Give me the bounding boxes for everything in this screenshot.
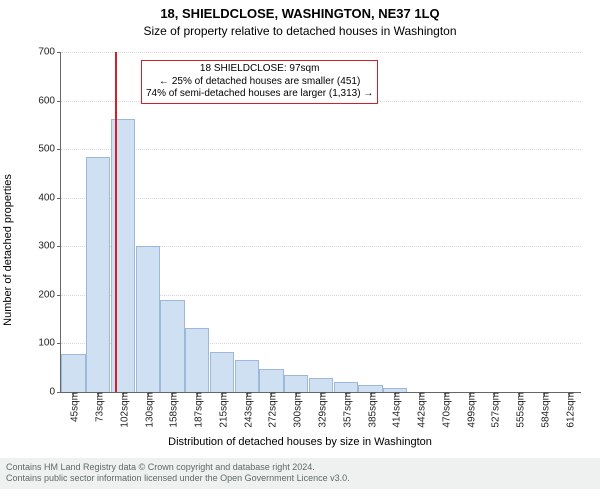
x-tick-label: 612sqm bbox=[561, 392, 576, 428]
x-tick-label: 45sqm bbox=[66, 392, 81, 422]
y-tick-label: 200 bbox=[38, 289, 61, 300]
footer-line-2: Contains public sector information licen… bbox=[6, 473, 594, 484]
histogram-bar bbox=[259, 369, 283, 392]
reference-marker bbox=[115, 52, 117, 392]
x-tick-label: 272sqm bbox=[264, 392, 279, 428]
x-tick-label: 584sqm bbox=[536, 392, 551, 428]
x-tick-label: 215sqm bbox=[214, 392, 229, 428]
x-axis-label: Distribution of detached houses by size … bbox=[0, 436, 600, 448]
histogram-bar bbox=[86, 157, 110, 392]
histogram-bar bbox=[111, 119, 135, 392]
x-tick-label: 130sqm bbox=[140, 392, 155, 428]
x-tick-label: 102sqm bbox=[115, 392, 130, 428]
x-tick-label: 329sqm bbox=[314, 392, 329, 428]
histogram-bar bbox=[185, 328, 209, 392]
chart-subtitle: Size of property relative to detached ho… bbox=[0, 24, 600, 38]
x-tick-label: 243sqm bbox=[239, 392, 254, 428]
y-tick-label: 0 bbox=[49, 387, 61, 398]
x-tick-label: 555sqm bbox=[512, 392, 527, 428]
x-tick-label: 385sqm bbox=[363, 392, 378, 428]
x-tick-label: 414sqm bbox=[388, 392, 403, 428]
chart-container: 18, SHIELDCLOSE, WASHINGTON, NE37 1LQ Si… bbox=[0, 0, 600, 500]
x-tick-label: 527sqm bbox=[487, 392, 502, 428]
x-tick-label: 357sqm bbox=[338, 392, 353, 428]
histogram-bar bbox=[334, 382, 358, 392]
y-axis-label: Number of detached properties bbox=[2, 174, 14, 326]
x-tick-label: 73sqm bbox=[91, 392, 106, 422]
y-tick-label: 400 bbox=[38, 192, 61, 203]
gridline bbox=[61, 52, 581, 53]
y-tick-label: 700 bbox=[38, 47, 61, 58]
annotation-line: ← 25% of detached houses are smaller (45… bbox=[146, 76, 373, 89]
plot-area: 010020030040050060070045sqm73sqm102sqm13… bbox=[60, 52, 581, 393]
annotation-line: 18 SHIELDCLOSE: 97sqm bbox=[146, 63, 373, 76]
histogram-bar bbox=[136, 246, 160, 392]
y-tick-label: 100 bbox=[38, 338, 61, 349]
gridline bbox=[61, 198, 581, 199]
x-tick-label: 499sqm bbox=[462, 392, 477, 428]
x-tick-label: 442sqm bbox=[413, 392, 428, 428]
y-tick-label: 500 bbox=[38, 144, 61, 155]
footer-attribution: Contains HM Land Registry data © Crown c… bbox=[0, 458, 600, 489]
histogram-bar bbox=[309, 378, 333, 392]
y-tick-label: 600 bbox=[38, 95, 61, 106]
histogram-bar bbox=[358, 385, 382, 392]
x-tick-label: 300sqm bbox=[289, 392, 304, 428]
x-tick-label: 158sqm bbox=[165, 392, 180, 428]
histogram-bar bbox=[61, 354, 85, 392]
histogram-bar bbox=[235, 360, 259, 392]
chart-title: 18, SHIELDCLOSE, WASHINGTON, NE37 1LQ bbox=[0, 6, 600, 21]
histogram-bar bbox=[160, 300, 184, 392]
annotation-box: 18 SHIELDCLOSE: 97sqm← 25% of detached h… bbox=[141, 60, 378, 104]
y-tick-label: 300 bbox=[38, 241, 61, 252]
footer-line-1: Contains HM Land Registry data © Crown c… bbox=[6, 462, 594, 473]
x-tick-label: 470sqm bbox=[437, 392, 452, 428]
histogram-bar bbox=[284, 375, 308, 392]
gridline bbox=[61, 149, 581, 150]
annotation-line: 74% of semi-detached houses are larger (… bbox=[146, 88, 373, 101]
histogram-bar bbox=[210, 352, 234, 392]
x-tick-label: 187sqm bbox=[190, 392, 205, 428]
